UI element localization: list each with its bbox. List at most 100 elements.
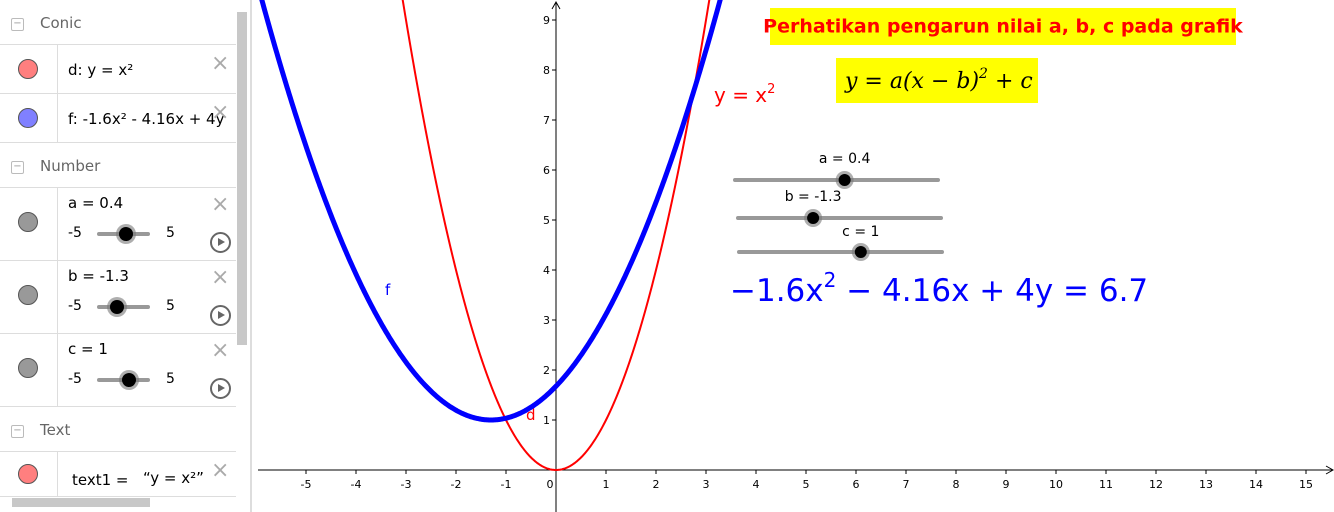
- object-definition[interactable]: b = -1.3: [68, 267, 129, 285]
- section-title: Text: [40, 421, 71, 439]
- slider-max: 5: [166, 298, 175, 314]
- equation-part: − 4.16x + 4y = 6.7: [836, 273, 1148, 309]
- slider-knob[interactable]: [121, 373, 136, 387]
- formula-part: + c: [988, 69, 1033, 94]
- y-axis-arrow: [551, 0, 561, 10]
- y-tick-label: 6: [543, 164, 550, 177]
- y-tick-label: 7: [543, 114, 550, 127]
- visibility-toggle[interactable]: [18, 358, 38, 378]
- play-button[interactable]: [210, 232, 231, 253]
- x-tick-label: 13: [1199, 478, 1213, 491]
- x-tick-label: 8: [953, 478, 960, 491]
- scrollbar[interactable]: [12, 498, 150, 507]
- algebra-row[interactable]: f: -1.6x² - 4.16x + 4y ×: [0, 94, 236, 143]
- x-tick-label: 6: [853, 478, 860, 491]
- x-tick-label: 0: [547, 478, 554, 491]
- algebra-row[interactable]: c = 1 -5 5 ×: [0, 334, 236, 407]
- y-tick-label: 2: [543, 364, 550, 377]
- section-header[interactable]: − Conic: [0, 0, 236, 45]
- x-tick-label: 9: [1003, 478, 1010, 491]
- formula: y = a(x − b)2 + c: [844, 66, 1033, 94]
- caption-part: y = x: [714, 83, 767, 107]
- x-tick-label: 12: [1149, 478, 1163, 491]
- x-axis-arrow: [1325, 465, 1334, 475]
- slider-knob[interactable]: [807, 212, 820, 224]
- x-tick-label: -5: [301, 478, 312, 491]
- x-tick-label: 11: [1099, 478, 1113, 491]
- separator: [57, 334, 58, 406]
- y-tick-label: 4: [543, 264, 550, 277]
- y-tick-label: 1: [543, 414, 550, 427]
- slider-min: -5: [68, 225, 82, 241]
- curve-f: [259, 0, 723, 423]
- slider-label: c = 1: [842, 224, 879, 240]
- object-value[interactable]: “y = x²”: [143, 469, 204, 487]
- object-name[interactable]: text1 =: [72, 471, 129, 489]
- x-tick-label: 3: [703, 478, 710, 491]
- object-definition[interactable]: f: -1.6x² - 4.16x + 4y: [68, 110, 225, 128]
- algebra-row[interactable]: d: y = x² ×: [0, 45, 236, 94]
- x-tick-label: -4: [351, 478, 362, 491]
- slider-label: a = 0.4: [819, 151, 871, 167]
- scrollbar[interactable]: [237, 12, 247, 345]
- delete-button[interactable]: ×: [211, 338, 230, 363]
- equation-part: −1.6x: [730, 273, 824, 309]
- x-tick-label: 2: [653, 478, 660, 491]
- x-tick-label: 4: [753, 478, 760, 491]
- visibility-toggle[interactable]: [18, 108, 38, 128]
- curve-label: f: [385, 281, 391, 299]
- equation: −1.6x2 − 4.16x + 4y = 6.7: [730, 268, 1148, 309]
- formula-part: y = a(x − b): [844, 69, 979, 94]
- object-definition[interactable]: d: y = x²: [68, 61, 134, 79]
- x-tick-label: 1: [603, 478, 610, 491]
- visibility-toggle[interactable]: [18, 464, 38, 484]
- algebra-row[interactable]: b = -1.3 -5 5 ×: [0, 261, 236, 334]
- delete-button[interactable]: ×: [211, 100, 230, 125]
- slider-max: 5: [166, 371, 175, 387]
- visibility-toggle[interactable]: [18, 59, 38, 79]
- x-tick-label: -1: [501, 478, 512, 491]
- algebra-row[interactable]: a = 0.4 -5 5 ×: [0, 188, 236, 261]
- slider-knob[interactable]: [118, 227, 133, 241]
- delete-button[interactable]: ×: [211, 265, 230, 290]
- slider-knob[interactable]: [854, 246, 867, 258]
- formula-box: [836, 58, 1038, 103]
- curve-caption: y = x2: [714, 82, 775, 107]
- y-tick-label: 5: [543, 214, 550, 227]
- x-tick-label: 15: [1299, 478, 1313, 491]
- slider-knob[interactable]: [838, 174, 851, 186]
- object-definition[interactable]: c = 1: [68, 340, 108, 358]
- y-tick-label: 8: [543, 64, 550, 77]
- slider-min: -5: [68, 298, 82, 314]
- algebra-view: − Conic d: y = x² × f: -1.6x² - 4.16x + 4…: [0, 0, 252, 512]
- separator: [57, 261, 58, 333]
- title: Perhatikan pengarun nilai a, b, c pada g…: [763, 16, 1243, 38]
- delete-button[interactable]: ×: [211, 192, 230, 217]
- x-tick-label: 10: [1049, 478, 1063, 491]
- section-header[interactable]: − Number: [0, 143, 236, 188]
- play-button[interactable]: [210, 378, 231, 399]
- curve-label: d: [526, 406, 536, 424]
- delete-button[interactable]: ×: [211, 51, 230, 76]
- title-box: [770, 8, 1236, 45]
- algebra-row[interactable]: text1 = “y = x²” ×: [0, 452, 236, 497]
- x-tick-label: -3: [401, 478, 412, 491]
- section-header[interactable]: − Text: [0, 407, 236, 452]
- object-definition[interactable]: a = 0.4: [68, 194, 124, 212]
- formula-exponent: 2: [978, 66, 988, 82]
- section-title: Conic: [40, 14, 82, 32]
- x-tick-label: 14: [1249, 478, 1263, 491]
- slider-label: b = -1.3: [785, 189, 842, 205]
- x-tick-label: 5: [803, 478, 810, 491]
- visibility-toggle[interactable]: [18, 212, 38, 232]
- slider-max: 5: [166, 225, 175, 241]
- delete-button[interactable]: ×: [211, 458, 230, 483]
- play-button[interactable]: [210, 305, 231, 326]
- curve-d: [401, 0, 711, 471]
- y-tick-label: 3: [543, 314, 550, 327]
- slider-min: -5: [68, 371, 82, 387]
- slider-knob[interactable]: [109, 300, 124, 314]
- visibility-toggle[interactable]: [18, 285, 38, 305]
